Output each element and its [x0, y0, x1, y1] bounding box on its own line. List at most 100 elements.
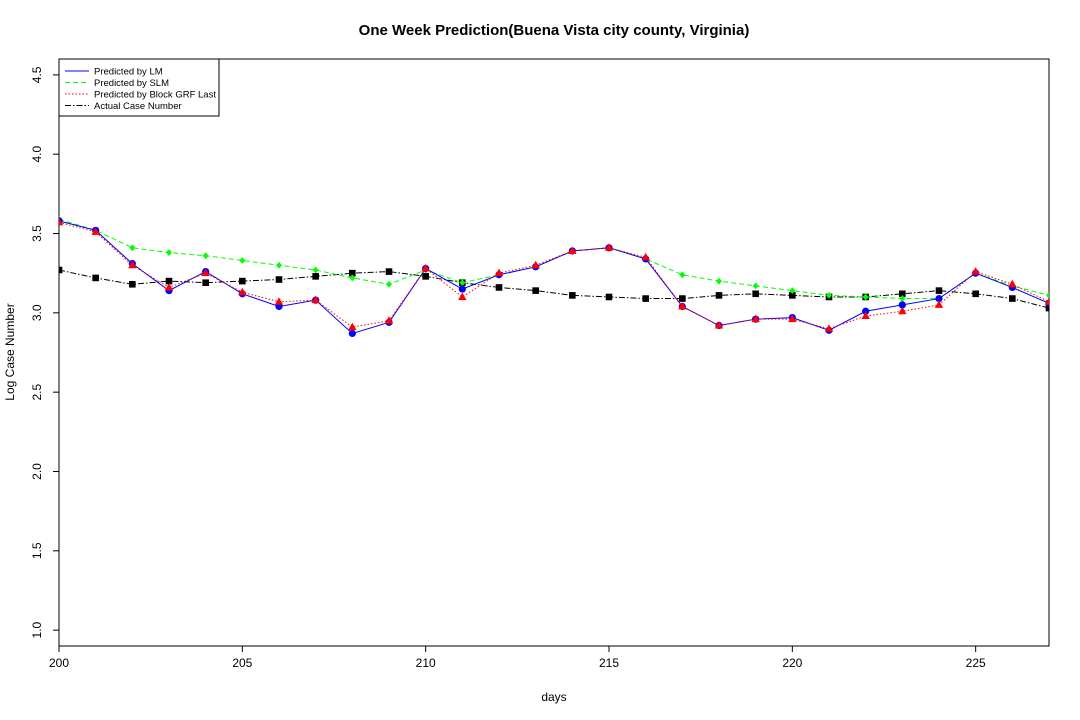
plot-area: 200 205 210 215 220 225 1.0 1.5 2.0 2.5 3.0 3.5 4.0 4…	[30, 58, 1050, 670]
data-point-predicted-by-block-grf-last	[238, 287, 247, 296]
y-tick-label: 3.0	[30, 304, 44, 321]
data-point-predicted-by-block-grf-last	[1008, 279, 1017, 288]
data-point-predicted-by-block-grf-last	[164, 282, 174, 291]
legend-label-predicted-by-lm: Predicted by LM	[94, 66, 163, 77]
data-point-actual-case-number	[202, 279, 209, 286]
data-point-predicted-by-block-grf-last	[971, 267, 980, 275]
data-point-predicted-by-block-grf-last	[898, 306, 907, 315]
y-tick-label: 2.0	[30, 463, 44, 480]
data-point-actual-case-number	[385, 268, 393, 275]
data-point-predicted-by-slm	[349, 274, 356, 282]
data-point-actual-case-number	[569, 292, 576, 299]
x-tick-label: 210	[416, 656, 436, 670]
data-point-actual-case-number	[532, 287, 539, 294]
x-tick-label: 225	[966, 656, 986, 670]
data-point-predicted-by-block-grf-last	[1044, 297, 1049, 305]
data-point-predicted-by-block-grf-last	[568, 246, 577, 254]
data-point-actual-case-number	[312, 273, 319, 280]
y-tick-label: 4.0	[30, 146, 44, 163]
data-point-actual-case-number	[752, 290, 759, 298]
data-point-predicted-by-slm	[129, 244, 136, 252]
data-point-predicted-by-block-grf-last	[274, 297, 284, 305]
data-point-actual-case-number	[642, 295, 649, 302]
data-point-predicted-by-lm	[898, 301, 906, 309]
data-point-actual-case-number	[59, 266, 63, 274]
data-point-actual-case-number	[349, 269, 356, 277]
series-line-predicted-by-lm	[59, 220, 1049, 335]
data-point-predicted-by-block-grf-last	[861, 311, 870, 320]
data-point-predicted-by-block-grf-last	[421, 263, 430, 272]
data-point-actual-case-number	[275, 276, 283, 283]
data-point-predicted-by-slm	[862, 293, 869, 301]
data-point-predicted-by-block-grf-last	[934, 300, 944, 308]
data-point-actual-case-number	[679, 295, 686, 302]
data-point-predicted-by-slm	[1046, 291, 1049, 299]
data-point-actual-case-number	[899, 290, 906, 298]
data-point-predicted-by-block-grf-last	[458, 292, 467, 300]
legend-box	[58, 58, 220, 117]
data-point-predicted-by-block-grf-last	[311, 295, 320, 304]
data-point-actual-case-number	[715, 292, 723, 299]
data-point-actual-case-number	[935, 287, 943, 294]
data-point-actual-case-number	[789, 292, 796, 299]
data-point-predicted-by-slm	[312, 266, 319, 274]
y-tick-label: 3.5	[30, 225, 44, 242]
legend-label-predicted-by-block-grf-last: Predicted by Block GRF Last	[94, 89, 216, 100]
data-point-predicted-by-block-grf-last	[714, 321, 724, 329]
data-point-predicted-by-lm	[458, 285, 466, 293]
data-point-predicted-by-block-grf-last	[788, 314, 797, 323]
data-point-predicted-by-slm	[789, 287, 796, 295]
data-point-predicted-by-block-grf-last	[59, 217, 64, 226]
data-point-predicted-by-block-grf-last	[531, 260, 540, 269]
x-tick-label: 205	[232, 656, 252, 670]
y-tick-label: 2.5	[30, 383, 44, 400]
data-point-predicted-by-slm	[202, 252, 209, 260]
x-tick-label: 200	[49, 656, 69, 670]
series-predicted-by-lm	[59, 217, 1049, 338]
data-point-predicted-by-slm	[899, 295, 906, 302]
data-point-predicted-by-block-grf-last	[348, 322, 357, 331]
data-point-predicted-by-slm	[386, 280, 392, 288]
series-line-predicted-by-block-grf-last	[59, 221, 1049, 330]
data-point-predicted-by-lm	[862, 307, 870, 315]
y-axis-label: Log Case Number	[3, 303, 17, 400]
data-point-predicted-by-block-grf-last	[201, 268, 210, 277]
data-point-predicted-by-slm	[716, 277, 722, 285]
x-tick-label: 215	[599, 656, 619, 670]
data-point-predicted-by-lm	[348, 329, 356, 338]
data-point-predicted-by-block-grf-last	[604, 243, 614, 251]
data-point-predicted-by-block-grf-last	[751, 314, 760, 323]
data-point-actual-case-number	[1009, 295, 1016, 302]
legend-label-actual-case-number: Actual Case Number	[94, 101, 182, 112]
series-predicted-by-block-grf-last	[59, 217, 1049, 332]
data-point-predicted-by-slm	[239, 257, 246, 264]
data-point-predicted-by-slm	[826, 291, 832, 299]
data-point-predicted-by-block-grf-last	[641, 252, 650, 261]
data-point-actual-case-number	[495, 284, 503, 291]
plot-frame	[58, 58, 1050, 647]
data-point-predicted-by-slm	[276, 261, 282, 269]
data-point-predicted-by-block-grf-last	[494, 268, 504, 277]
x-axis-label: days	[541, 690, 566, 704]
series-line-actual-case-number	[59, 269, 1049, 309]
data-point-actual-case-number	[1045, 304, 1049, 312]
chart-title: One Week Prediction(Buena Vista city cou…	[359, 22, 750, 39]
y-tick-label: 1.5	[30, 542, 44, 559]
data-point-actual-case-number	[165, 277, 173, 285]
data-point-predicted-by-block-grf-last	[824, 324, 834, 332]
data-point-predicted-by-slm	[459, 279, 466, 287]
series-line-predicted-by-slm	[59, 218, 1049, 300]
data-point-predicted-by-slm	[166, 249, 172, 256]
y-tick-label: 4.5	[30, 66, 44, 83]
data-point-predicted-by-block-grf-last	[128, 260, 137, 269]
data-point-predicted-by-lm	[935, 294, 943, 303]
data-point-actual-case-number	[972, 290, 979, 298]
data-point-predicted-by-block-grf-last	[91, 227, 100, 235]
series-actual-case-number	[59, 266, 1049, 312]
data-point-actual-case-number	[422, 273, 429, 280]
data-point-predicted-by-slm	[752, 282, 759, 290]
y-tick-label: 1.0	[30, 621, 44, 638]
legend-label-predicted-by-slm: Predicted by SLM	[94, 78, 169, 89]
